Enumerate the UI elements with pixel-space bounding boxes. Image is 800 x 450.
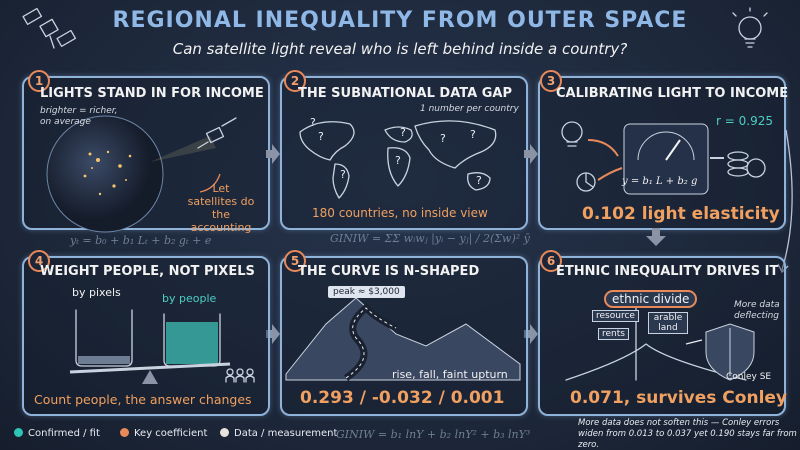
caption: Let satellites do the accounting	[187, 182, 255, 234]
panel-number: 3	[540, 70, 562, 92]
svg-text:?: ?	[476, 174, 482, 187]
panel-number: 6	[540, 250, 562, 272]
key-coefficient: 0.071, survives Conley	[570, 388, 788, 408]
calibration-illustration	[561, 121, 766, 195]
note: More data deflecting	[734, 300, 780, 321]
peak-sign: peak ≈ $3,000	[328, 286, 405, 298]
satellite-icon	[22, 7, 77, 49]
caption: 180 countries, no inside view	[312, 206, 488, 220]
sign: resource	[592, 310, 639, 322]
legend-item: Data / measurement	[220, 428, 337, 439]
panel-number: 5	[284, 250, 306, 272]
formula: GINIW = ΣΣ wᵢwⱼ |yᵢ − yⱼ| / 2(Σw)² ȳ	[330, 232, 530, 245]
svg-text:?: ?	[340, 168, 346, 181]
svg-text:?: ?	[400, 126, 406, 139]
sign: arable land	[648, 312, 688, 334]
svg-text:?: ?	[310, 116, 316, 129]
panel	[280, 76, 528, 230]
label: by pixels	[72, 286, 121, 299]
title: REGIONAL INEQUALITY FROM OUTER SPACE	[112, 8, 688, 33]
key-coefficient: 0.102 light elasticity	[582, 204, 780, 224]
shield-label: Conley SE	[726, 372, 772, 382]
panel-title: THE SUBNATIONAL DATA GAP	[298, 86, 512, 101]
panel	[22, 256, 270, 416]
sign: rents	[598, 328, 629, 340]
legend-label: Data / measurement	[234, 428, 338, 439]
note: brighter = richer, on average	[40, 106, 118, 127]
panel-number: 4	[28, 250, 50, 272]
panel-number: 1	[28, 70, 50, 92]
mountain-illustration	[285, 290, 521, 381]
caption: Count people, the answer changes	[34, 392, 252, 407]
footer-note: More data does not soften this — Conley …	[578, 418, 797, 450]
svg-text:?: ?	[318, 130, 324, 143]
legend-item: Confirmed / fit	[14, 428, 100, 439]
panel-title: ETHNIC INEQUALITY DRIVES IT	[556, 264, 779, 279]
scale-illustration	[69, 309, 255, 384]
world-map: ????????	[299, 116, 497, 199]
legend-item: Key coefficient	[120, 428, 207, 439]
label: by people	[162, 292, 217, 305]
svg-text:?: ?	[440, 132, 446, 145]
sign: ethnic divide	[604, 290, 698, 308]
panel-number: 2	[284, 70, 306, 92]
panel-title: THE CURVE IS N-SHAPED	[298, 264, 480, 279]
svg-text:?: ?	[470, 128, 476, 141]
panel-title: CALIBRATING LIGHT TO INCOME	[556, 86, 789, 101]
svg-text:?: ?	[395, 154, 401, 167]
fit-value: r = 0.925	[716, 114, 773, 128]
legend-label: Key coefficient	[134, 428, 208, 439]
note: 1 number per country	[420, 104, 519, 114]
key-coefficient: 0.293 / -0.032 / 0.001	[300, 388, 505, 408]
subtitle: Can satellite light reveal who is left b…	[172, 40, 628, 58]
note: rise, fall, faint upturn	[392, 368, 508, 381]
panel-title: LIGHTS STAND IN FOR INCOME	[40, 86, 264, 101]
bulb-icon	[732, 7, 768, 48]
panel-title: WEIGHT PEOPLE, NOT PIXELS	[40, 264, 255, 279]
formula: y = b₁ L + b₂ g	[622, 176, 698, 187]
globe-illustration	[46, 115, 237, 233]
legend-label: Confirmed / fit	[28, 428, 100, 439]
formula: yₜ = b₀ + b₁ Lₜ + b₂ gₜ + e	[70, 234, 212, 247]
formula: GINIW = b₁ lnY + b₂ lnY² + b₃ lnY³	[336, 428, 531, 441]
